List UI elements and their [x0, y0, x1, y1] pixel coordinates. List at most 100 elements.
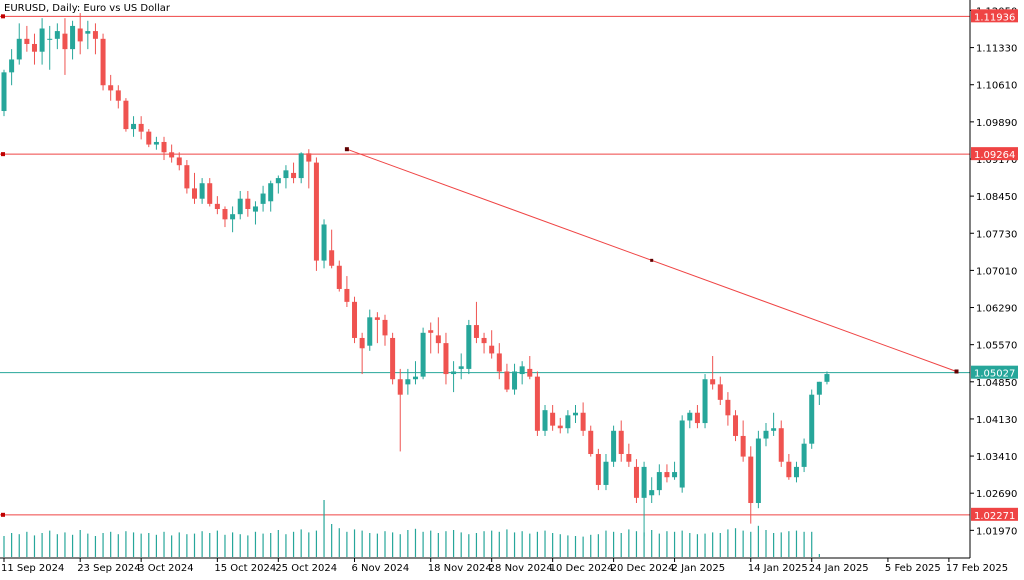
price-tag-label: 1.09264	[974, 150, 1015, 161]
candle-body	[748, 456, 754, 504]
candle-body	[138, 123, 144, 132]
candle-body	[717, 384, 723, 400]
candle-body	[512, 371, 518, 390]
y-axis-ticks: 1.120501.113301.106101.098901.091701.084…	[970, 6, 1017, 537]
price-tag-label: 1.02271	[974, 511, 1015, 522]
current-price-tag-background	[971, 365, 1018, 379]
candle-body	[321, 224, 327, 261]
x-tick-label: 28 Nov 2024	[489, 563, 553, 574]
candle-body	[62, 33, 68, 50]
candle-body	[458, 366, 464, 369]
candle-body	[47, 38, 53, 40]
candles[interactable]	[1, 13, 830, 537]
horizontal-line-anchor	[1, 14, 5, 19]
trendline-start-handle	[344, 147, 349, 152]
candle-body	[763, 430, 769, 439]
horizontal-line-anchor	[1, 152, 5, 157]
candle-body	[565, 415, 571, 429]
candle-body	[694, 412, 700, 424]
candle-body	[24, 38, 30, 44]
candle-body	[382, 319, 388, 336]
candle-body	[809, 394, 815, 444]
candle-body	[420, 332, 426, 377]
y-tick-label: 1.10610	[976, 81, 1017, 92]
candle-body	[123, 100, 129, 130]
candle-body	[755, 438, 761, 504]
candle-body	[489, 345, 495, 354]
candle-body	[603, 461, 609, 485]
x-tick-label: 14 Jan 2025	[748, 563, 808, 574]
candle-body	[298, 153, 304, 179]
candle-body	[656, 472, 662, 491]
price-tag-label: 1.11936	[974, 12, 1015, 23]
x-tick-label: 10 Dec 2024	[550, 563, 614, 574]
candle-body	[245, 198, 251, 210]
candle-body	[771, 428, 777, 431]
candle-body	[626, 454, 632, 462]
trendline-mid-handle	[650, 258, 654, 262]
candle-body	[214, 203, 220, 210]
candle-body	[534, 376, 540, 431]
candle-body	[801, 443, 807, 467]
candle-body	[527, 368, 533, 377]
horizontal-lines[interactable]	[0, 14, 970, 517]
candle-body	[77, 28, 83, 42]
candle-body	[573, 412, 578, 416]
y-tick-label: 1.08450	[976, 192, 1017, 203]
candle-body	[672, 472, 678, 478]
x-tick-label: 17 Feb 2025	[946, 563, 1008, 574]
candle-body	[153, 141, 159, 145]
candle-body	[740, 435, 746, 457]
candle-body	[443, 343, 449, 375]
candle-body	[70, 25, 76, 50]
x-tick-label: 24 Jan 2025	[809, 563, 869, 574]
candle-body	[428, 330, 434, 333]
candle-body	[359, 337, 365, 349]
y-tick-label: 1.09170	[976, 155, 1017, 166]
candle-body	[733, 415, 739, 436]
x-tick-label: 11 Sep 2024	[1, 563, 64, 574]
candle-body	[481, 337, 487, 344]
candle-body	[161, 141, 167, 153]
candle-body	[352, 301, 358, 338]
candle-body	[176, 157, 182, 166]
trendline-end-handle	[954, 369, 959, 374]
candle-body	[222, 209, 228, 220]
candle-body	[85, 31, 91, 34]
candle-body	[473, 325, 479, 338]
candle-body	[367, 317, 373, 346]
candle-body	[641, 466, 647, 498]
candle-body	[466, 325, 472, 369]
candle-body	[207, 183, 213, 204]
candle-body	[435, 335, 441, 344]
x-tick-label: 23 Sep 2024	[77, 563, 140, 574]
candle-body	[633, 466, 639, 498]
candle-body	[397, 379, 403, 395]
candle-body	[146, 131, 152, 145]
candle-body	[816, 381, 822, 395]
candle-body	[786, 461, 792, 478]
candle-body	[336, 265, 342, 289]
candle-body	[115, 90, 121, 101]
candle-body	[131, 123, 137, 130]
candle-body	[374, 317, 380, 320]
y-tick-label: 1.06290	[976, 304, 1017, 315]
y-tick-label: 1.01970	[976, 526, 1017, 537]
candle-body	[611, 430, 617, 462]
y-tick-label: 1.04850	[976, 378, 1017, 389]
candle-body	[824, 374, 830, 382]
y-tick-label: 1.11330	[976, 44, 1017, 55]
x-tick-label: 15 Oct 2024	[214, 563, 276, 574]
y-tick-label: 1.05570	[976, 341, 1017, 352]
price-labels: 1.11936 1.09264 1.02271 1.05027	[971, 9, 1018, 522]
candle-body	[344, 288, 350, 302]
candle-body	[580, 412, 586, 431]
candle-body	[39, 28, 45, 52]
trendline[interactable]	[344, 147, 959, 374]
candle-body	[306, 153, 312, 162]
candle-body	[54, 31, 60, 39]
x-tick-label: 5 Feb 2025	[885, 563, 941, 574]
